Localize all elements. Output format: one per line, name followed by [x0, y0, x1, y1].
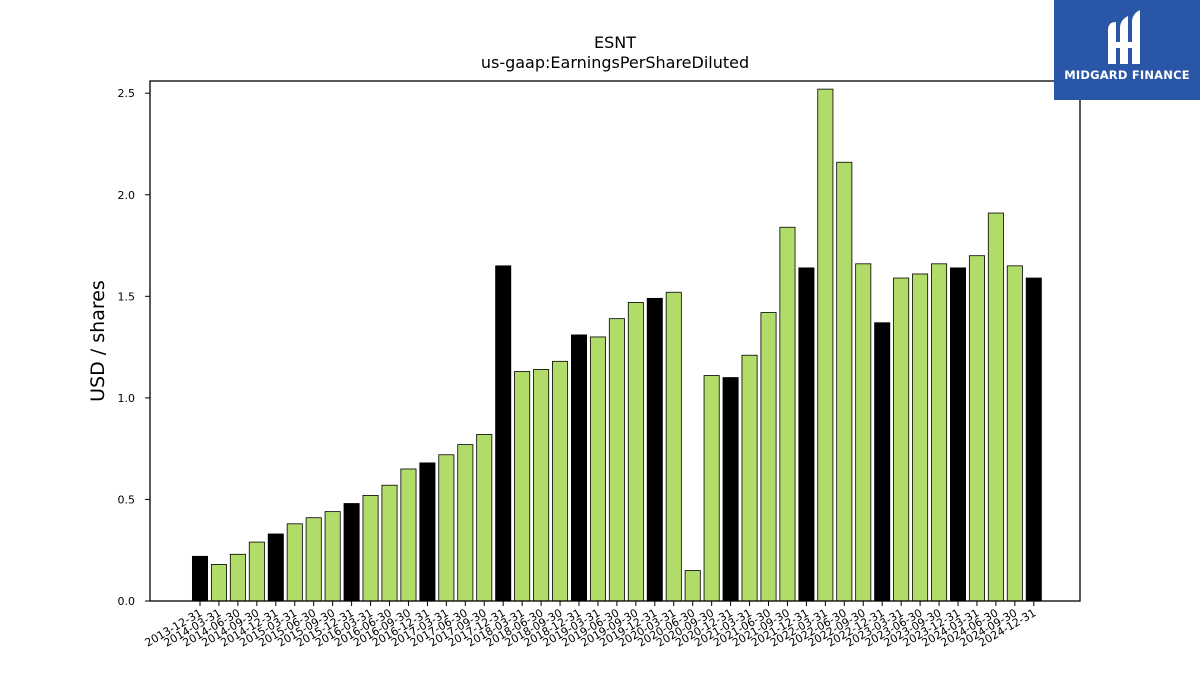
- bar-2022-09-30: [855, 263, 872, 602]
- bar-2014-03-31: [210, 564, 227, 602]
- bar-series: [191, 88, 1042, 602]
- bar-2015-12-31: [343, 503, 360, 602]
- chart-subtitle: us-gaap:EarningsPerShareDiluted: [481, 53, 749, 72]
- bar-2020-09-30: [703, 375, 720, 602]
- bar-2024-12-31: [1025, 277, 1042, 602]
- plot-frame: [149, 80, 1081, 602]
- bar-2021-06-30: [760, 312, 777, 602]
- bar-2023-09-30: [931, 263, 948, 602]
- y-tick-label: 0.0: [118, 595, 136, 608]
- y-axis-label: USD / shares: [87, 280, 109, 402]
- bar-2021-12-31: [798, 267, 815, 602]
- bar-2019-09-30: [627, 302, 644, 602]
- bar-2018-12-31: [571, 334, 588, 602]
- y-tick-label: 1.5: [118, 290, 136, 303]
- bar-2017-12-31: [495, 265, 512, 602]
- bar-2024-06-30: [987, 212, 1004, 602]
- bar-2015-06-30: [305, 517, 322, 602]
- bar-2014-06-30: [229, 553, 246, 602]
- bar-2020-03-31: [665, 291, 682, 602]
- bar-2021-03-31: [741, 354, 758, 602]
- y-tick-label: 2.0: [118, 189, 136, 202]
- bar-2024-03-31: [968, 255, 985, 602]
- bar-2017-03-31: [438, 454, 455, 602]
- bar-2018-09-30: [552, 360, 569, 602]
- x-axis-ticks: 2013-12-312014-03-312014-06-302014-09-30…: [143, 601, 1038, 650]
- bar-2022-12-31: [874, 322, 891, 602]
- bar-2013-12-31: [191, 555, 208, 602]
- chart-title: ESNT: [594, 33, 636, 52]
- bar-2023-03-31: [893, 277, 910, 602]
- bar-2020-06-30: [684, 570, 701, 602]
- y-tick-label: 2.5: [118, 87, 136, 100]
- brand-logo: MIDGARD FINANCE: [1054, 0, 1200, 100]
- bar-2018-03-31: [514, 371, 531, 602]
- bar-2020-12-31: [722, 377, 739, 602]
- bar-2019-03-31: [589, 336, 606, 602]
- midgard-logo-icon: [1108, 10, 1140, 64]
- bar-2024-09-30: [1006, 265, 1023, 602]
- brand-name: MIDGARD FINANCE: [1064, 68, 1190, 82]
- bar-2016-09-30: [400, 468, 417, 602]
- bar-2017-09-30: [476, 434, 493, 602]
- bar-2022-06-30: [836, 161, 853, 602]
- bar-2016-06-30: [381, 484, 398, 602]
- bar-2015-09-30: [324, 511, 341, 602]
- bar-2014-12-31: [267, 533, 284, 602]
- bar-2023-06-30: [912, 273, 929, 602]
- bar-2021-09-30: [779, 226, 796, 602]
- bar-2019-06-30: [608, 318, 625, 602]
- bar-2015-03-31: [286, 523, 303, 602]
- bar-2022-03-31: [817, 88, 834, 602]
- bar-2019-12-31: [646, 297, 663, 602]
- bar-2014-09-30: [248, 541, 265, 602]
- bar-2023-12-31: [950, 267, 967, 602]
- bar-2016-12-31: [419, 462, 436, 602]
- y-axis-ticks: 0.0 0.5 1.0 1.5 2.0 2.5: [118, 87, 150, 608]
- bar-2018-06-30: [533, 369, 550, 602]
- y-tick-label: 1.0: [118, 392, 136, 405]
- bar-2016-03-31: [362, 494, 379, 602]
- y-tick-label: 0.5: [118, 493, 136, 506]
- bar-2017-06-30: [457, 444, 474, 602]
